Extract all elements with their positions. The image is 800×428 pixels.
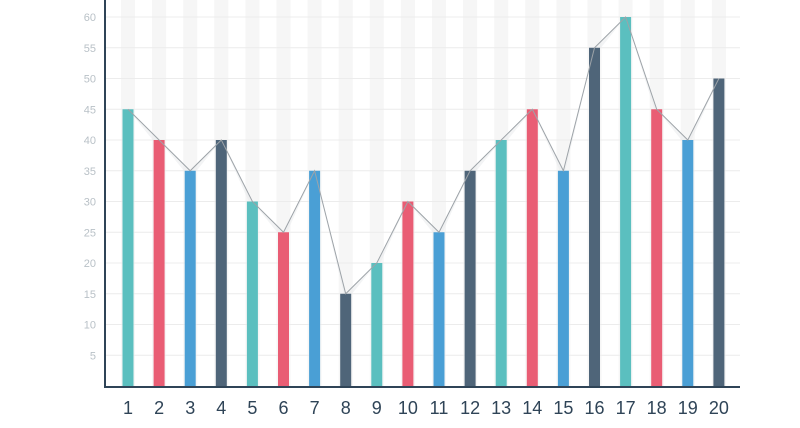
y-tick-label: 35 <box>84 166 96 178</box>
x-tick-label: 11 <box>430 398 449 418</box>
x-tick-label: 4 <box>216 398 226 418</box>
bar-11 <box>433 232 445 386</box>
bar-8 <box>340 293 352 386</box>
bar-2 <box>153 140 165 386</box>
bar-16 <box>589 47 600 386</box>
x-tick-label: 20 <box>709 398 729 418</box>
y-axis-ticks: 5 10 15 20 25 30 35 40 45 50 55 60 <box>84 12 96 362</box>
shade-segment <box>594 17 626 56</box>
y-tick-label: 50 <box>84 74 96 86</box>
shade-segment <box>470 140 502 179</box>
x-tick-label: 8 <box>341 398 351 418</box>
shade-segment <box>376 201 408 271</box>
shade-segment <box>159 140 191 179</box>
bar-9 <box>371 263 383 386</box>
peak-shades <box>128 17 719 302</box>
shade-segment <box>532 109 564 179</box>
x-tick-label: 16 <box>584 398 604 418</box>
bar-19 <box>682 140 694 386</box>
x-tick-label: 17 <box>616 398 636 418</box>
shade-segment <box>190 140 222 179</box>
shade-segment <box>687 78 719 148</box>
bar-4 <box>215 140 227 386</box>
bar-18 <box>651 109 663 386</box>
bar-14 <box>526 109 538 386</box>
shade-segment <box>283 170 315 241</box>
y-tick-label: 60 <box>84 12 96 24</box>
shade-segment <box>128 109 160 148</box>
stripe-8 <box>338 0 353 386</box>
x-tick-label: 14 <box>522 398 542 418</box>
y-tick-label: 15 <box>84 289 96 301</box>
shade-segment <box>625 17 657 118</box>
y-tick-label: 40 <box>84 135 96 147</box>
shade-segment <box>221 140 253 210</box>
bar-5 <box>246 201 258 386</box>
shade-segment <box>314 170 346 302</box>
y-tick-label: 10 <box>84 320 96 332</box>
x-tick-label: 3 <box>185 398 195 418</box>
bar-6 <box>278 232 289 386</box>
x-axis-ticks: 1 2 3 4 5 6 7 8 9 10 11 12 13 14 15 16 17 18 19 20 <box>123 398 729 418</box>
x-tick-label: 18 <box>647 398 667 418</box>
bar-20 <box>713 78 725 386</box>
x-tick-label: 5 <box>247 398 257 418</box>
x-tick-label: 2 <box>154 398 164 418</box>
bar-7 <box>309 170 321 386</box>
shade-segment <box>345 263 377 302</box>
x-tick-label: 1 <box>123 398 133 418</box>
y-tick-label: 20 <box>84 258 96 270</box>
x-tick-label: 12 <box>460 398 480 418</box>
bar-12 <box>464 170 476 386</box>
x-tick-label: 10 <box>398 398 418 418</box>
bars <box>122 17 725 386</box>
shade-segment <box>439 170 471 241</box>
x-tick-label: 15 <box>553 398 573 418</box>
x-tick-label: 19 <box>678 398 698 418</box>
y-tick-label: 45 <box>84 104 96 116</box>
x-tick-label: 9 <box>372 398 382 418</box>
y-tick-label: 25 <box>84 227 96 239</box>
y-tick-label: 30 <box>84 197 96 209</box>
peak-polyline <box>127 16 720 295</box>
bar-1 <box>122 109 134 386</box>
x-tick-label: 7 <box>310 398 320 418</box>
bar-15 <box>557 170 569 386</box>
bar-13 <box>495 140 507 386</box>
x-tick-label: 6 <box>278 398 288 418</box>
peak-line <box>127 16 720 295</box>
shade-segment <box>407 201 439 241</box>
grid <box>106 16 740 356</box>
shade-segment <box>501 109 533 148</box>
y-tick-label: 55 <box>84 43 96 55</box>
bar-17 <box>620 17 632 386</box>
bar-3 <box>184 170 196 386</box>
x-tick-label: 13 <box>491 398 511 418</box>
background-stripes <box>121 0 726 386</box>
shade-segment <box>656 109 688 148</box>
bar-10 <box>402 201 414 386</box>
y-tick-label: 5 <box>90 350 96 362</box>
shade-segment <box>252 201 284 241</box>
